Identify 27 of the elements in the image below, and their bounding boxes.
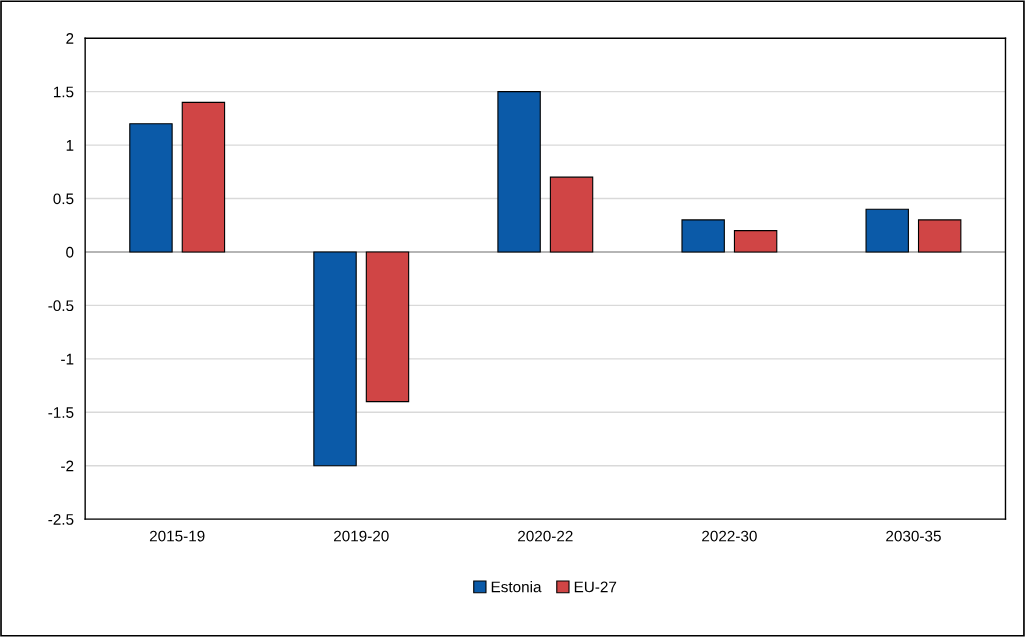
legend-label: EU-27 — [574, 581, 617, 593]
y-tick-label: -2.5 — [48, 514, 74, 525]
y-tick-label: -2 — [61, 460, 74, 472]
x-tick-label: 2022-30 — [702, 530, 757, 542]
y-tick-label: 1 — [66, 140, 74, 151]
bar — [129, 123, 173, 253]
y-tick-label: 0 — [66, 246, 74, 258]
x-tick-label: 2030-35 — [886, 530, 941, 542]
bar — [181, 101, 226, 253]
bar — [549, 176, 594, 253]
bar — [313, 251, 357, 467]
legend-label: Estonia — [491, 581, 542, 593]
y-tick-label: -0.5 — [48, 300, 74, 312]
x-tick-label: 2019-20 — [333, 530, 389, 542]
bar — [497, 91, 541, 253]
bar — [681, 219, 725, 253]
y-tick-label: -1 — [61, 353, 74, 365]
bar — [365, 251, 410, 403]
x-tick-label: 2020-22 — [518, 530, 573, 542]
x-tick-label: 2015-19 — [149, 530, 205, 542]
bar — [865, 208, 909, 253]
y-tick-label: -1.5 — [48, 407, 74, 418]
bar — [733, 230, 778, 253]
y-tick-label: 0.5 — [53, 193, 74, 205]
y-tick-label: 2 — [66, 33, 74, 44]
y-tick-label: 1.5 — [53, 86, 74, 98]
bar — [917, 219, 962, 253]
